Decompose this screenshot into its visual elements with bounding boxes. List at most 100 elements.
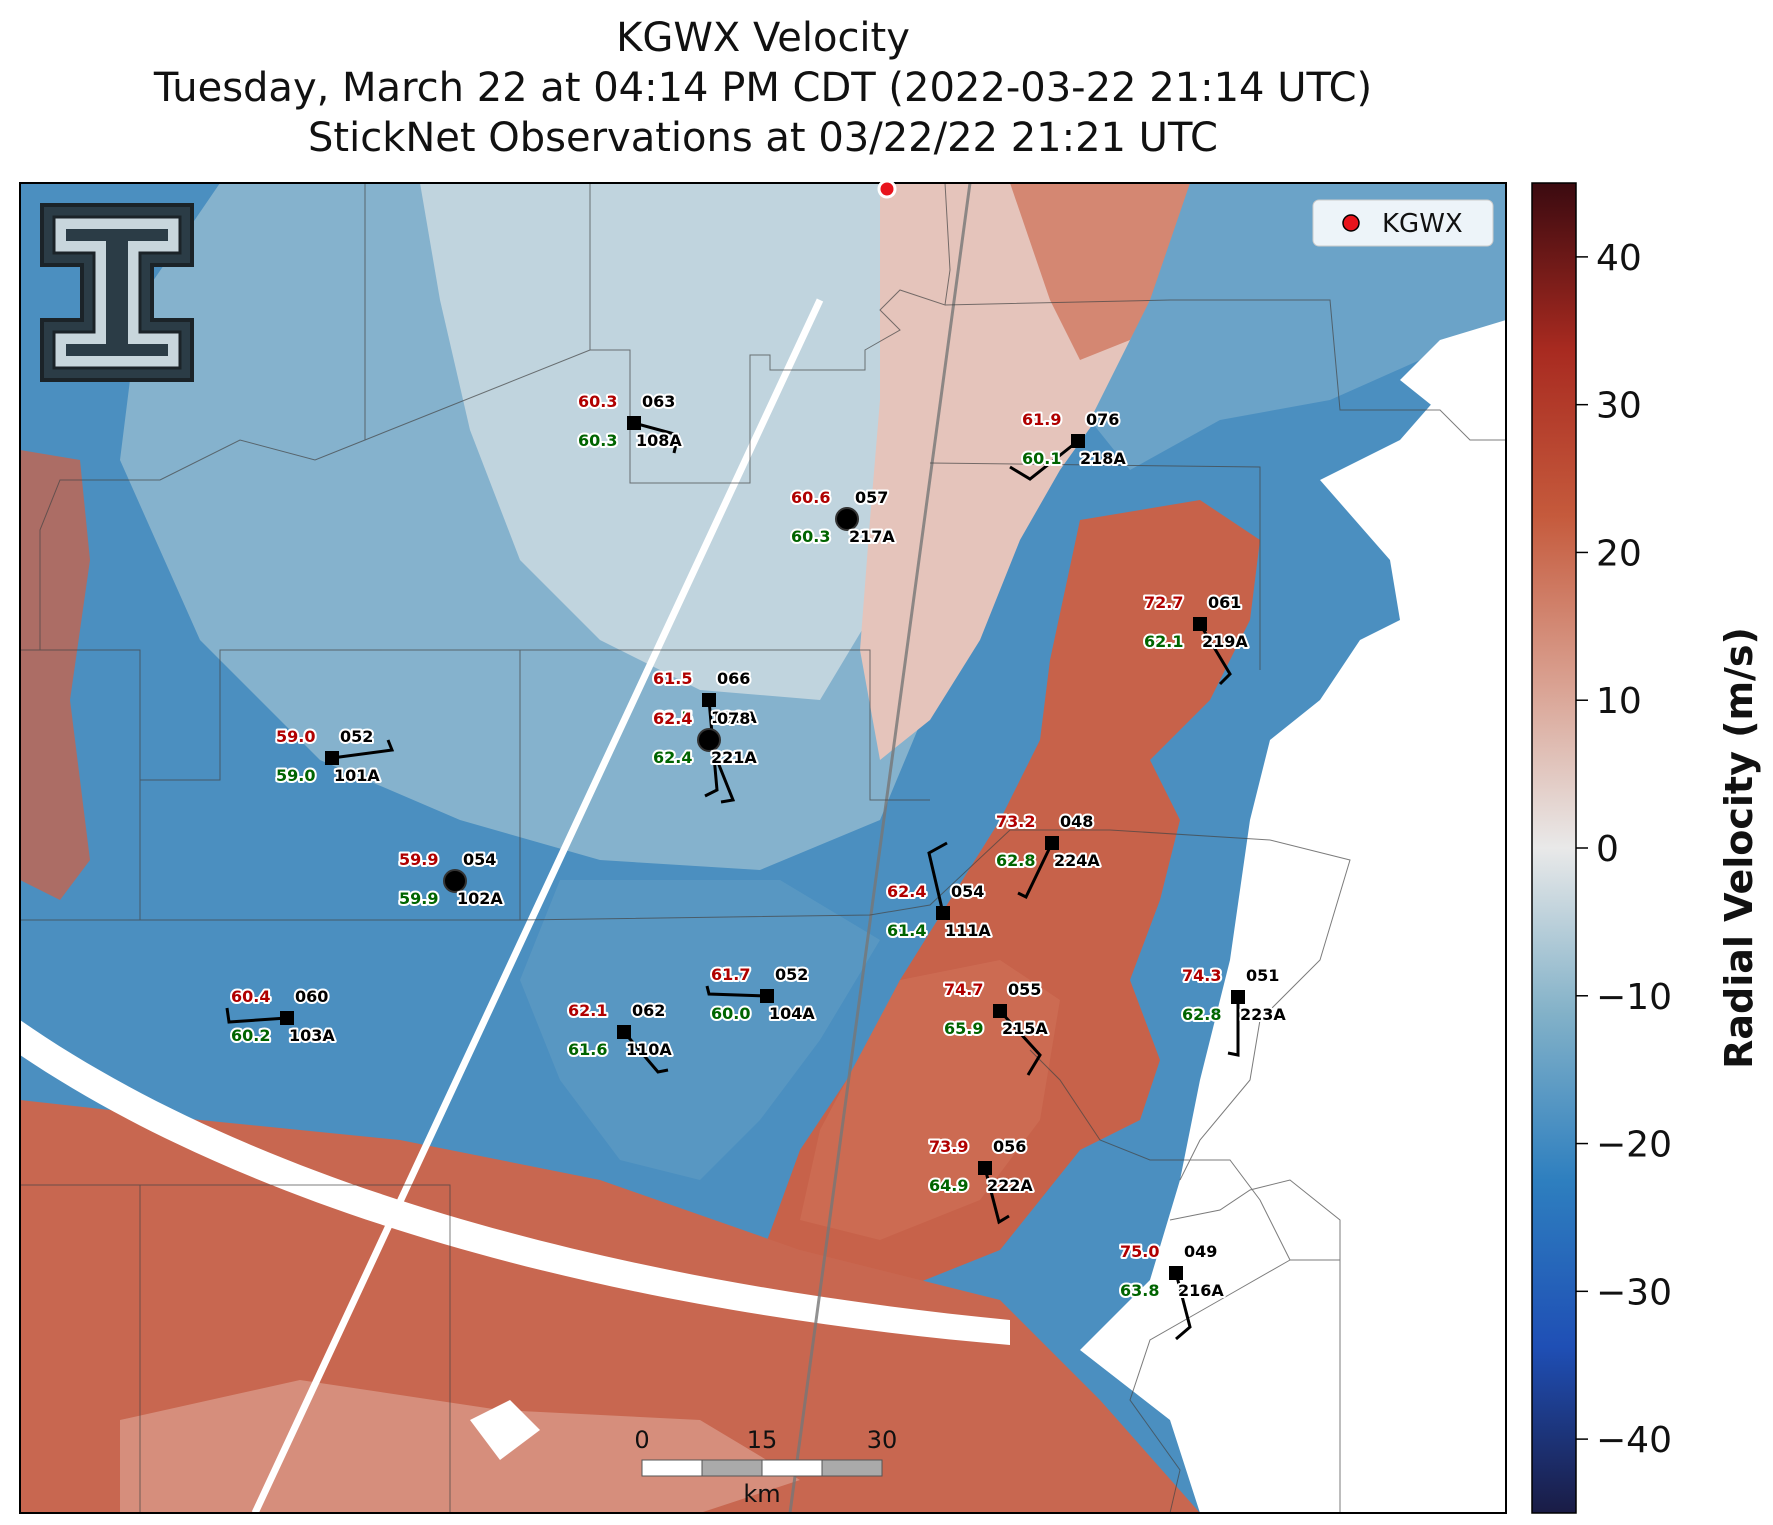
- station-id-halo: 224A: [1054, 851, 1100, 870]
- station-marker-circle: [697, 728, 721, 752]
- scale-tick-30: 30: [867, 1426, 898, 1454]
- station-dewpoint-halo: 65.9: [944, 1019, 983, 1038]
- station-temperature: 75.0: [1120, 1242, 1159, 1261]
- station-temperature-halo: 62.4: [653, 709, 692, 728]
- station-temperature: 61.5: [653, 669, 692, 688]
- station-marker-square: [760, 989, 774, 1003]
- station-dewpoint: 59.0: [276, 766, 315, 785]
- colorbar-tick-label: −20: [1596, 1125, 1672, 1166]
- station-wind-direction-halo: 048: [1060, 812, 1093, 831]
- title-line-1: KGWX Velocity: [616, 15, 910, 61]
- station-id: 110A: [626, 1040, 672, 1059]
- station-dewpoint-halo: 62.8: [1182, 1005, 1221, 1024]
- legend-label: KGWX: [1382, 209, 1463, 239]
- wind-barb: [927, 841, 948, 914]
- station-marker-square: [1071, 434, 1085, 448]
- station-wind-direction-halo: 076: [1086, 410, 1119, 429]
- radar-site-marker: [877, 179, 897, 199]
- wind-barb: [1227, 997, 1240, 1057]
- scale-tick-15: 15: [747, 1426, 778, 1454]
- station-id: 217A: [849, 527, 895, 546]
- station-temperature: 60.6: [791, 488, 830, 507]
- station-wind-direction: 057: [855, 488, 888, 507]
- station-wind-direction: 062: [632, 1001, 665, 1020]
- station-wind-direction: 060: [295, 987, 328, 1006]
- wind-barb: [1009, 439, 1079, 481]
- scale-unit: km: [743, 1480, 780, 1508]
- station-dewpoint-halo: 64.9: [929, 1176, 968, 1195]
- station-marker-square: [1169, 1266, 1183, 1280]
- station-temperature: 60.3: [578, 392, 617, 411]
- station-dewpoint-halo: 60.1: [1022, 449, 1061, 468]
- station-temperature-halo: 73.2: [996, 812, 1035, 831]
- station-wind-direction: 052: [340, 727, 373, 746]
- station-id-halo: 108A: [636, 431, 682, 450]
- station-id: 101A: [334, 766, 380, 785]
- station-temperature: 60.4: [231, 987, 270, 1006]
- station-id: 108A: [636, 431, 682, 450]
- station-id: 216A: [1178, 1281, 1224, 1300]
- station-marker-circle: [835, 507, 859, 531]
- station-dewpoint-halo: 60.2: [231, 1026, 270, 1045]
- station-wind-direction-halo: 054: [463, 850, 496, 869]
- station-temperature: 59.9: [399, 850, 438, 869]
- station-wind-direction-halo: 078: [717, 709, 750, 728]
- station-dewpoint-halo: 59.9: [399, 889, 438, 908]
- station-wind-direction-halo: 056: [993, 1137, 1026, 1156]
- county-boundaries: [20, 183, 1506, 1513]
- colorbar: 40 30 20 10 0 −10 −20 −30 −40 Radial Velocity (m…: [1531, 182, 1761, 1514]
- station-dewpoint: 60.0: [711, 1004, 750, 1023]
- station-id: 120A: [711, 708, 757, 727]
- station-temperature: 61.7: [711, 965, 750, 984]
- station-dewpoint: 65.9: [944, 1019, 983, 1038]
- station-id-halo: 218A: [1080, 449, 1126, 468]
- station-temperature: 62.1: [568, 1001, 607, 1020]
- title-line-3: StickNet Observations at 03/22/22 21:21 …: [308, 115, 1218, 161]
- scale-tick-0: 0: [634, 1426, 649, 1454]
- station-wind-direction: 052: [775, 965, 808, 984]
- station-marker-circle: [443, 869, 467, 893]
- station-temperature: 61.9: [1022, 410, 1061, 429]
- station-dewpoint: 62.8: [996, 851, 1035, 870]
- station-dewpoint-halo: 62.1: [1144, 632, 1183, 651]
- colorbar-gradient: [1531, 182, 1577, 1514]
- station-wind-direction: 063: [642, 392, 675, 411]
- colorbar-tick-label: 10: [1596, 681, 1642, 722]
- station-id: 219A: [1202, 632, 1248, 651]
- station-dewpoint: 60.3: [578, 431, 617, 450]
- station-temperature-halo: 62.4: [887, 882, 926, 901]
- wind-barb: [707, 739, 736, 804]
- station-wind-direction-halo: 052: [775, 965, 808, 984]
- station-id: 111A: [945, 921, 991, 940]
- station-temperature-halo: 73.9: [929, 1137, 968, 1156]
- station-wind-direction: 066: [717, 669, 750, 688]
- station-marker-square: [993, 1004, 1007, 1018]
- station-wind-direction-halo: 057: [855, 488, 888, 507]
- station-dewpoint: 59.9: [399, 889, 438, 908]
- wind-barb: [622, 1031, 669, 1074]
- station-wind-direction: 048: [1060, 812, 1093, 831]
- station-marker-square: [978, 1161, 992, 1175]
- station-id: 218A: [1080, 449, 1126, 468]
- station-temperature: 74.3: [1182, 966, 1221, 985]
- wind-barb: [1198, 623, 1232, 686]
- station-id-halo: 216A: [1178, 1281, 1224, 1300]
- station-id-halo: 217A: [849, 527, 895, 546]
